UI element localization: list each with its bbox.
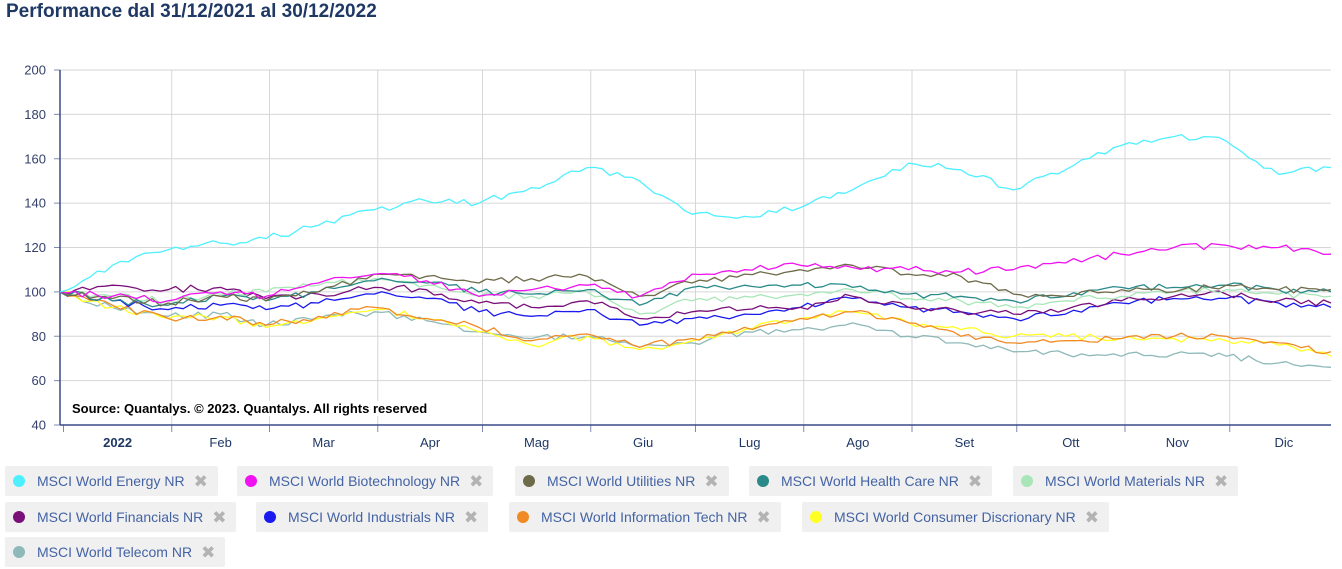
legend-item-msci-world-materials-nr[interactable]: MSCI World Materials NR ✖ xyxy=(1013,466,1239,496)
legend-label: MSCI World Consumer Discrionary NR xyxy=(834,509,1076,525)
legend-color-dot-icon xyxy=(13,475,25,487)
legend-item-msci-world-utilities-nr[interactable]: MSCI World Utilities NR ✖ xyxy=(515,466,729,496)
y-tick-label: 140 xyxy=(24,196,46,211)
legend-label: MSCI World Telecom NR xyxy=(37,544,193,560)
grid-lines xyxy=(60,69,1331,426)
x-tick-label: Mag xyxy=(524,435,549,450)
remove-series-icon[interactable]: ✖ xyxy=(967,471,983,491)
line-chart: 40 60 80 100 120 140 160 180 200 2022 Feb Mar Apr Ma… xyxy=(24,63,1332,450)
y-tick-label: 80 xyxy=(32,329,46,344)
y-axis: 40 60 80 100 120 140 160 180 200 xyxy=(24,63,61,433)
legend-item-msci-world-energy-nr[interactable]: MSCI World Energy NR ✖ xyxy=(5,466,218,496)
legend-color-dot-icon xyxy=(245,475,257,487)
legend-color-dot-icon xyxy=(264,511,276,523)
legend-color-dot-icon xyxy=(13,546,25,558)
x-tick-label: Lug xyxy=(739,435,761,450)
legend-label: MSCI World Health Care NR xyxy=(781,473,959,489)
legend-item-msci-world-information-tech-nr[interactable]: MSCI World Information Tech NR ✖ xyxy=(509,502,781,532)
legend-label: MSCI World Industrials NR xyxy=(288,509,456,525)
x-tick-label: Nov xyxy=(1166,435,1190,450)
legend-item-msci-world-financials-nr[interactable]: MSCI World Financials NR ✖ xyxy=(5,502,237,532)
y-tick-label: 160 xyxy=(24,151,46,166)
y-tick-label: 60 xyxy=(32,373,46,388)
remove-series-icon[interactable]: ✖ xyxy=(464,507,479,527)
remove-series-icon[interactable]: ✖ xyxy=(1214,471,1229,491)
remove-series-icon[interactable]: ✖ xyxy=(201,542,216,562)
series-line-msci-world-utilities-nr xyxy=(59,263,1332,307)
x-tick-label: Ott xyxy=(1062,435,1080,450)
y-tick-label: 200 xyxy=(24,63,46,78)
x-tick-label: Set xyxy=(955,435,975,450)
y-tick-label: 120 xyxy=(24,240,46,255)
legend-color-dot-icon xyxy=(517,511,529,523)
x-tick-label: Ago xyxy=(846,435,869,450)
x-tick-label: Dic xyxy=(1274,435,1293,450)
legend-label: MSCI World Materials NR xyxy=(1045,473,1205,489)
series-line-msci-world-energy-nr xyxy=(59,133,1332,293)
legend-color-dot-icon xyxy=(523,475,535,487)
y-tick-label: 180 xyxy=(24,107,46,122)
legend-color-dot-icon xyxy=(13,511,25,523)
legend-color-dot-icon xyxy=(1021,475,1033,487)
legend-item-msci-world-health-care-nr[interactable]: MSCI World Health Care NR ✖ xyxy=(749,466,993,496)
legend-item-msci-world-biotechnology-nr[interactable]: MSCI World Biotechnology NR ✖ xyxy=(237,466,494,496)
legend-label: MSCI World Information Tech NR xyxy=(541,509,748,525)
remove-series-icon[interactable]: ✖ xyxy=(704,471,719,491)
remove-series-icon[interactable]: ✖ xyxy=(469,471,484,491)
x-tick-label: Mar xyxy=(312,435,335,450)
series-line-msci-world-materials-nr xyxy=(59,277,1332,315)
legend-label: MSCI World Energy NR xyxy=(37,473,185,489)
series-lines xyxy=(59,133,1332,368)
x-tick-label: Giu xyxy=(633,435,653,450)
legend-label: MSCI World Utilities NR xyxy=(547,473,696,489)
legend-item-msci-world-consumer-discrionary-nr[interactable]: MSCI World Consumer Discrionary NR ✖ xyxy=(802,502,1109,532)
x-tick-label: 2022 xyxy=(103,435,132,450)
remove-series-icon[interactable]: ✖ xyxy=(756,507,771,527)
x-tick-label: Apr xyxy=(420,435,441,450)
y-tick-label: 40 xyxy=(32,418,46,433)
legend-label: MSCI World Biotechnology NR xyxy=(269,473,461,489)
y-tick-label: 100 xyxy=(24,284,46,299)
series-line-msci-world-biotechnology-nr xyxy=(59,242,1332,304)
legend-item-msci-world-industrials-nr[interactable]: MSCI World Industrials NR ✖ xyxy=(256,502,489,532)
series-line-msci-world-financials-nr xyxy=(59,284,1332,320)
remove-series-icon[interactable]: ✖ xyxy=(1084,507,1099,527)
series-line-msci-world-information-tech-nr xyxy=(59,291,1332,355)
x-tick-label: Feb xyxy=(209,435,231,450)
chart-credits: Source: Quantalys. © 2023. Quantalys. Al… xyxy=(70,401,430,416)
remove-series-icon[interactable]: ✖ xyxy=(193,471,208,491)
legend-color-dot-icon xyxy=(810,511,822,523)
legend-item-msci-world-telecom-nr[interactable]: MSCI World Telecom NR ✖ xyxy=(5,537,226,567)
legend-color-dot-icon xyxy=(757,475,769,487)
chart-title: Performance dal 31/12/2021 al 30/12/2022 xyxy=(6,1,377,22)
series-line-msci-world-industrials-nr xyxy=(59,290,1332,326)
legend-label: MSCI World Financials NR xyxy=(37,509,204,525)
x-axis: 2022 Feb Mar Apr Mag Giu Lug Ago Set Ott Nov Dic xyxy=(60,424,1331,450)
remove-series-icon[interactable]: ✖ xyxy=(212,507,227,527)
